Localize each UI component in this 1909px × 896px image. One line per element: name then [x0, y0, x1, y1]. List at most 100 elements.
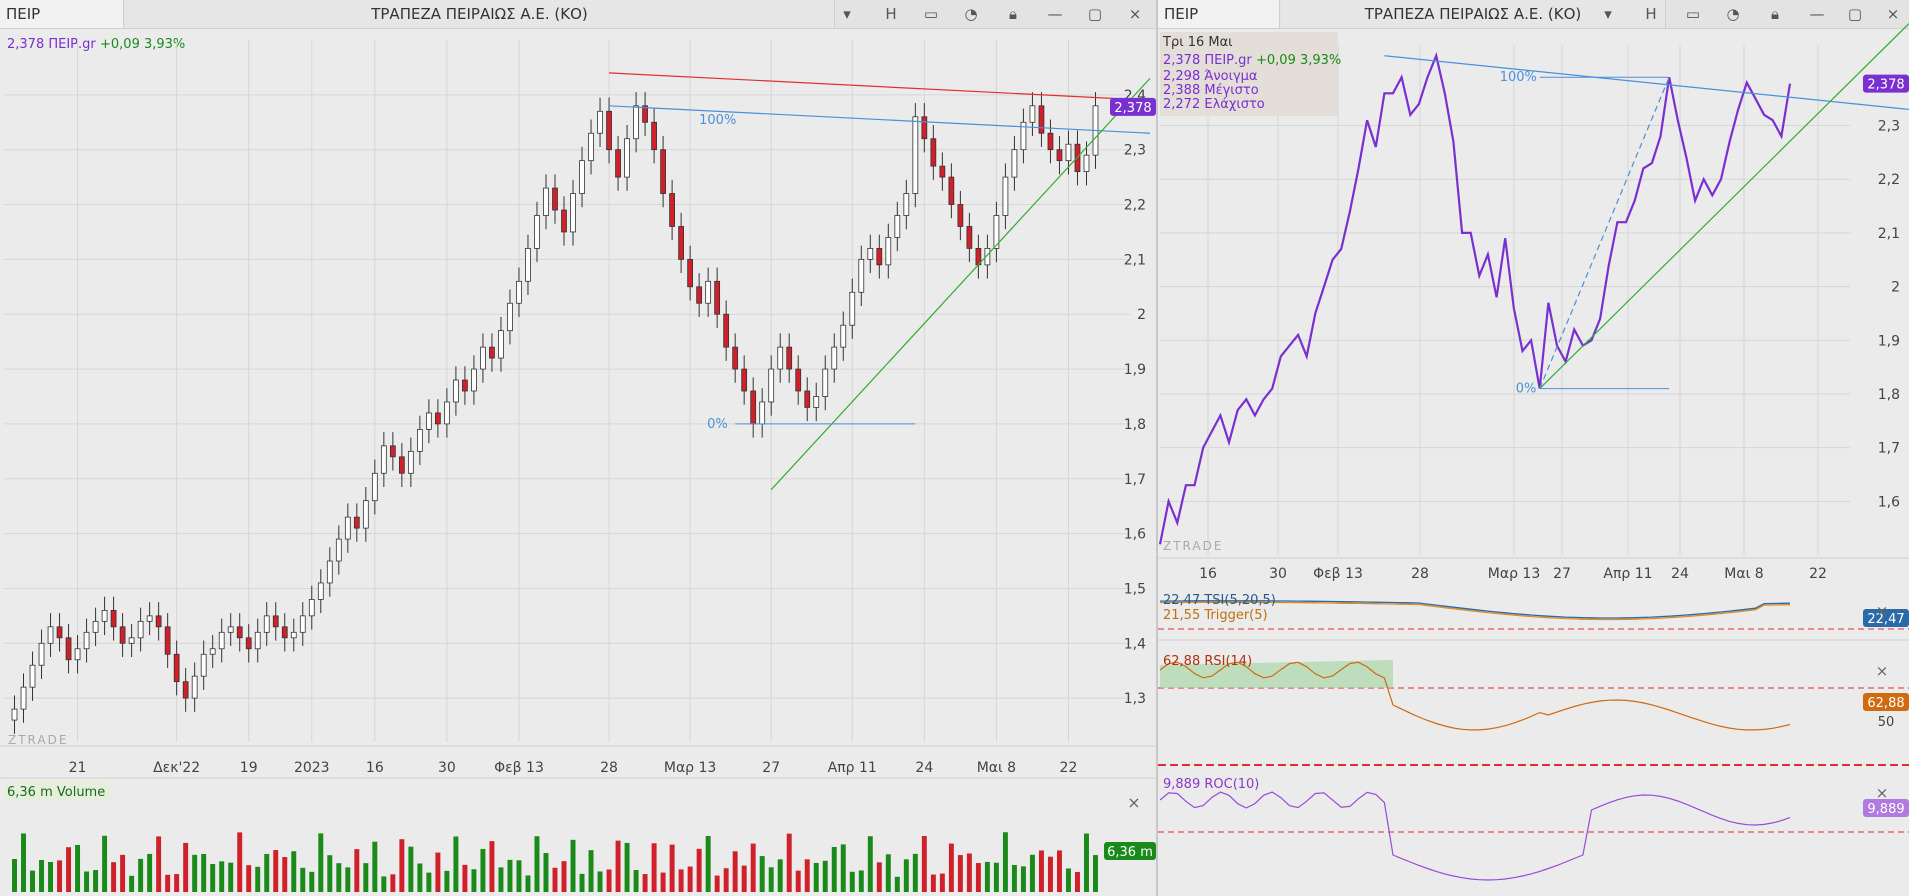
left-symbol-field[interactable]: ΠΕΙΡ — [0, 0, 124, 28]
roc-line — [1159, 791, 1791, 881]
candle-body — [353, 516, 360, 529]
candle-body — [705, 280, 712, 304]
candle-body — [984, 248, 991, 266]
right-symbol-field[interactable]: ΠΕΙΡ — [1158, 0, 1280, 28]
candle-body — [209, 648, 216, 655]
right-lock-icon[interactable]: 🔒︎ — [1771, 5, 1779, 23]
right-quote-icon[interactable]: ◔ — [1726, 5, 1740, 23]
ohlc-tooltip — [1160, 32, 1338, 116]
candle-body — [831, 346, 838, 370]
volume-bar — [246, 865, 252, 892]
x-tick-label: 16 — [366, 760, 384, 776]
volume-bar — [966, 853, 972, 892]
candle-body — [74, 648, 81, 661]
volume-bar — [1075, 871, 1080, 892]
price-badge-text: 2,378 — [1114, 101, 1151, 116]
support-trendline — [770, 77, 1151, 491]
candle-body — [669, 193, 675, 227]
volume-bar — [336, 863, 342, 892]
candle-body — [525, 248, 531, 282]
volume-badge-text: 6,36 m — [1107, 845, 1153, 860]
volume-bar — [57, 860, 63, 892]
candle-body — [894, 215, 901, 238]
chevron-down-icon[interactable]: ▾ — [1604, 5, 1612, 23]
right-minimize-icon[interactable]: — — [1809, 5, 1825, 23]
volume-bar — [210, 863, 216, 892]
candle-body — [110, 609, 117, 628]
candle-body — [335, 538, 342, 562]
left-maximize-icon[interactable]: ▢ — [1087, 5, 1103, 23]
volume-bar — [885, 854, 891, 892]
right-close-icon[interactable]: × — [1886, 5, 1900, 23]
volume-bar — [12, 859, 17, 892]
candle-body — [489, 346, 495, 359]
left-minimize-icon[interactable]: — — [1047, 5, 1063, 23]
left-chart-panel: ΠΕΙΡ ΤΡΑΠΕΖΑ ΠΕΙΡΑΙΩΣ Α.Ε. (ΚΟ) ▾ H ▭ ◔ … — [0, 0, 1158, 896]
volume-bar — [993, 862, 999, 892]
volume-bar — [516, 860, 522, 892]
candle-body — [957, 204, 964, 227]
right-instrument-title[interactable]: ΤΡΑΠΕΖΑ ΠΕΙΡΑΙΩΣ Α.Ε. (ΚΟ) — [1281, 0, 1666, 28]
rsi-level-50: 50 — [1878, 715, 1895, 730]
fib-100-label: 100% — [1500, 70, 1537, 85]
fib-100-line — [609, 105, 1151, 134]
right-period-button[interactable]: H — [1645, 5, 1657, 23]
left-save-icon[interactable]: ▭ — [923, 5, 939, 23]
volume-bar — [660, 872, 666, 892]
volume-bar — [345, 867, 351, 892]
volume-bar — [84, 871, 90, 892]
ztrade-watermark: ZTRADE — [8, 733, 68, 747]
candle-body — [371, 472, 378, 502]
left-period-button[interactable]: H — [885, 5, 897, 23]
candle-body — [966, 226, 973, 249]
candle-body — [912, 116, 919, 194]
candle-body — [119, 626, 126, 644]
candle-body — [308, 599, 315, 617]
volume-bar — [408, 846, 414, 892]
volume-bar — [48, 862, 54, 892]
left-quote-icon[interactable]: ◔ — [964, 5, 978, 23]
candle-body — [678, 226, 684, 260]
volume-bar — [1093, 855, 1098, 892]
right-save-icon[interactable]: ▭ — [1685, 5, 1701, 23]
volume-bar — [417, 863, 423, 892]
candle-body — [362, 500, 369, 529]
candle-body — [840, 324, 847, 348]
volume-bar — [498, 867, 504, 892]
left-price-chart[interactable]: 2,378 ΠΕΙΡ.gr +0,09 3,93% 2,42,32,22,121… — [0, 0, 1156, 896]
volume-bar — [984, 861, 990, 892]
right-line-chart[interactable]: 2,3 2,2 2,1 2 1,9 1,8 1,7 1,6 16 30 Φεβ 13 28 Μαρ 13… — [1158, 0, 1909, 896]
volume-bar — [462, 864, 468, 892]
candle-body — [795, 368, 802, 392]
candle-body — [921, 116, 928, 140]
volume-bar — [426, 872, 432, 892]
x-tick-label: 24 — [1671, 566, 1689, 582]
volume-bar — [831, 846, 837, 892]
tsi-badge — [1863, 609, 1909, 627]
candle-body — [326, 560, 333, 584]
volume-bar — [894, 876, 900, 892]
volume-bar — [435, 852, 441, 892]
chevron-down-icon[interactable]: ▾ — [843, 5, 851, 23]
volume-bar — [363, 863, 369, 892]
candle-body — [849, 291, 856, 326]
left-close-icon[interactable]: × — [1128, 5, 1142, 23]
volume-bar — [552, 867, 558, 892]
candle-body — [741, 368, 748, 392]
volume-bar — [804, 859, 810, 892]
right-maximize-icon[interactable]: ▢ — [1847, 5, 1863, 23]
volume-bar — [318, 833, 324, 892]
volume-bar — [138, 858, 144, 892]
left-lock-icon[interactable]: 🔒︎ — [1009, 5, 1017, 23]
volume-bar — [624, 842, 630, 892]
candle-body — [444, 401, 450, 425]
candle-body — [903, 193, 910, 216]
roc-badge — [1863, 799, 1909, 817]
volume-bar — [471, 869, 477, 892]
volume-label: 6,36 m Volume — [7, 785, 105, 800]
candle-body — [299, 615, 306, 633]
volume-bar — [741, 865, 747, 892]
candle-body — [660, 149, 666, 194]
volume-bar — [678, 869, 684, 892]
left-instrument-title[interactable]: ΤΡΑΠΕΖΑ ΠΕΙΡΑΙΩΣ Α.Ε. (ΚΟ) — [125, 0, 835, 28]
